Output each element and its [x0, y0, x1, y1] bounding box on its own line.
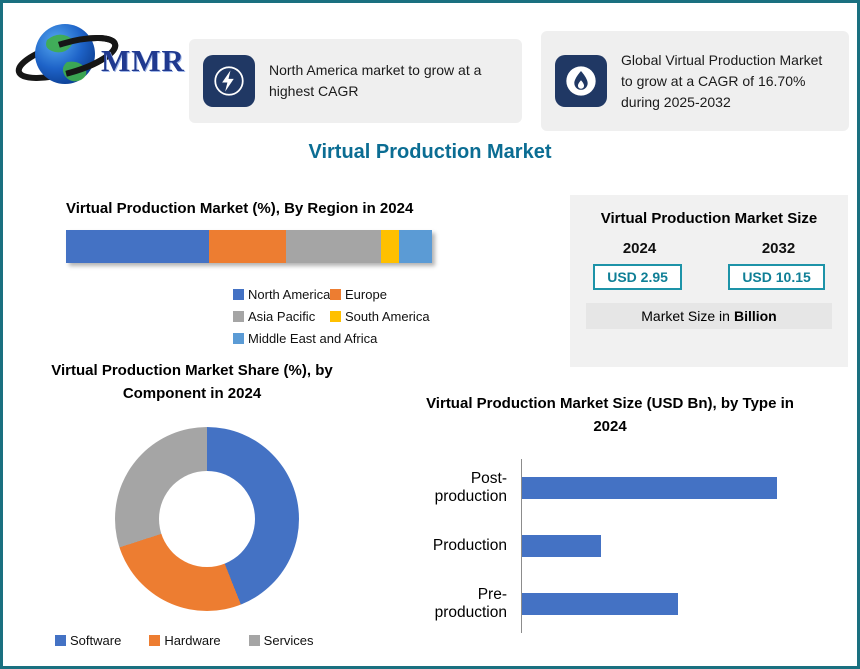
region-segment-middle-east-and-africa — [399, 230, 432, 263]
legend-item-south-america: South America — [330, 309, 430, 324]
unit-note-prefix: Market Size in — [641, 308, 730, 325]
region-segment-europe — [208, 230, 286, 263]
callout-na-cagr: North America market to grow at a highes… — [189, 39, 522, 123]
bar-category-label: Pre-production — [434, 586, 507, 621]
legend-swatch — [330, 289, 341, 300]
legend-swatch — [149, 635, 161, 646]
bar-row-post-production: Post-production — [411, 459, 841, 517]
legend-label: Hardware — [164, 633, 221, 648]
callout-global-cagr: Global Virtual Production Market to grow… — [541, 31, 849, 131]
page-title: Virtual Production Market — [308, 141, 552, 163]
bar-production — [522, 535, 601, 557]
bar-category-label: Production — [432, 537, 507, 554]
bar-category-label: Post-production — [434, 470, 507, 505]
bar-track — [521, 575, 841, 633]
globe-icon — [15, 24, 119, 84]
legend-item-hardware: Hardware — [149, 633, 221, 648]
legend-label: Asia Pacific — [248, 309, 316, 324]
bar-post-production — [522, 477, 777, 499]
region-chart-title: Virtual Production Market (%), By Region… — [66, 200, 414, 217]
legend-item-services: Services — [248, 633, 314, 648]
bar-track — [521, 459, 841, 517]
legend-item-asia-pacific: Asia Pacific — [233, 309, 330, 324]
market-size-card: Virtual Production Market Size 2024 2032… — [570, 195, 848, 367]
region-stacked-bar — [66, 230, 432, 263]
callout-text: Global Virtual Production Market to grow… — [621, 51, 823, 110]
legend-label: North America — [248, 287, 331, 302]
callout-text: North America market to grow at a highes… — [269, 62, 482, 99]
region-segment-south-america — [380, 230, 400, 263]
unit-note-unit: Billion — [733, 308, 777, 325]
value-2032: USD 10.15 — [728, 264, 825, 291]
donut-hole — [159, 471, 255, 567]
flame-icon — [555, 55, 607, 107]
legend-item-software: Software — [55, 633, 121, 648]
market-size-card-title: Virtual Production Market Size — [600, 210, 818, 227]
region-legend: North America Europe Asia Pacific South Ame… — [233, 287, 430, 346]
type-chart-title: Virtual Production Market Size (USD Bn),… — [426, 395, 794, 435]
legend-label: Software — [70, 633, 122, 648]
lightning-icon — [203, 55, 255, 107]
legend-swatch — [233, 289, 244, 300]
bar-track — [521, 517, 841, 575]
legend-item-north-america: North America — [233, 287, 330, 302]
legend-swatch — [330, 311, 341, 322]
mmr-logo: MMR — [15, 9, 185, 111]
value-2024: USD 2.95 — [593, 264, 682, 291]
legend-swatch — [55, 635, 66, 646]
region-segment-asia-pacific — [285, 230, 381, 263]
legend-label: Europe — [345, 287, 387, 302]
legend-label: Middle East and Africa — [248, 331, 378, 346]
component-legend: Software Hardware Services — [55, 633, 314, 648]
component-donut — [115, 427, 299, 611]
type-bars: Post-production Production Pre-production — [411, 459, 841, 633]
legend-swatch — [233, 311, 244, 322]
component-chart-title: Virtual Production Market Share (%), by … — [51, 362, 333, 402]
year-2024-label: 2024 — [622, 240, 657, 258]
legend-item-europe: Europe — [330, 287, 430, 302]
year-2032-label: 2032 — [761, 240, 796, 258]
legend-swatch — [248, 635, 260, 646]
market-size-unit-note: Market Size in Billion — [586, 303, 832, 330]
bar-pre-production — [522, 593, 678, 615]
bar-row-pre-production: Pre-production — [411, 575, 841, 633]
bar-row-production: Production — [411, 517, 841, 575]
logo-text: MMR — [101, 43, 185, 78]
legend-label: Services — [263, 633, 314, 648]
legend-label: South America — [345, 309, 430, 324]
legend-swatch — [233, 333, 244, 344]
legend-item-middle-east-and-africa: Middle East and Africa — [233, 331, 377, 346]
region-segment-north-america — [66, 230, 209, 263]
